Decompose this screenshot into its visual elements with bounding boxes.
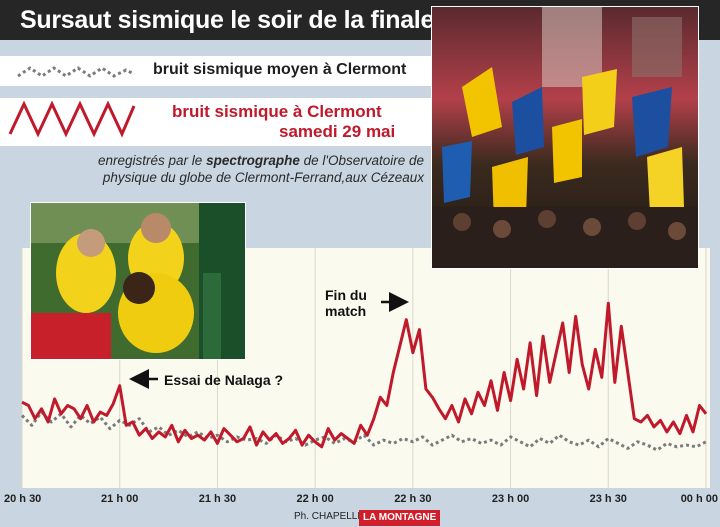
photo-credit: Ph. CHAPELLE bbox=[294, 511, 365, 522]
x-tick-label: 23 h 30 bbox=[590, 493, 627, 505]
x-tick-label: 21 h 30 bbox=[199, 493, 236, 505]
x-tick-label: 00 h 00 bbox=[681, 493, 718, 505]
legend-mean-swatch bbox=[17, 66, 135, 78]
annotation-fin-line2: match bbox=[325, 303, 366, 319]
annotation-essai: Essai de Nalaga ? bbox=[164, 372, 283, 388]
legend-final-swatch bbox=[8, 100, 136, 138]
legend-stripe-mean bbox=[0, 56, 432, 86]
series-final-line bbox=[21, 301, 708, 449]
x-tick-label: 21 h 00 bbox=[101, 493, 138, 505]
annotation-fin-line1: Fin du bbox=[325, 287, 367, 303]
x-tick-label: 23 h 00 bbox=[492, 493, 529, 505]
rugby-photo bbox=[30, 202, 246, 360]
page-title: Sursaut sismique le soir de la finale bbox=[20, 6, 435, 34]
x-tick-label: 20 h 30 bbox=[4, 493, 41, 505]
caption-emphasis: spectrographe bbox=[206, 153, 300, 168]
legend-mean-label: bruit sismique moyen à Clermont bbox=[153, 61, 407, 78]
x-tick-label: 22 h 00 bbox=[296, 493, 333, 505]
brand-badge: LA MONTAGNE bbox=[359, 510, 441, 526]
legend-final-label-line1: bruit sismique à Clermont bbox=[172, 102, 382, 121]
series-mean-line bbox=[20, 410, 707, 452]
x-tick-labels: 20 h 30 21 h 00 21 h 30 22 h 00 22 h 30 23 h … bbox=[4, 493, 718, 505]
x-tick-label: 22 h 30 bbox=[394, 493, 431, 505]
crowd-photo bbox=[431, 6, 699, 269]
legend-final-label-line2: samedi 29 mai bbox=[279, 122, 396, 141]
caption: enregistrés par le spectrographe de l'Ob… bbox=[60, 152, 424, 186]
caption-part1: enregistrés par le bbox=[98, 153, 207, 168]
caption-part2: de l'Observatoire de physique du globe d… bbox=[102, 153, 424, 185]
